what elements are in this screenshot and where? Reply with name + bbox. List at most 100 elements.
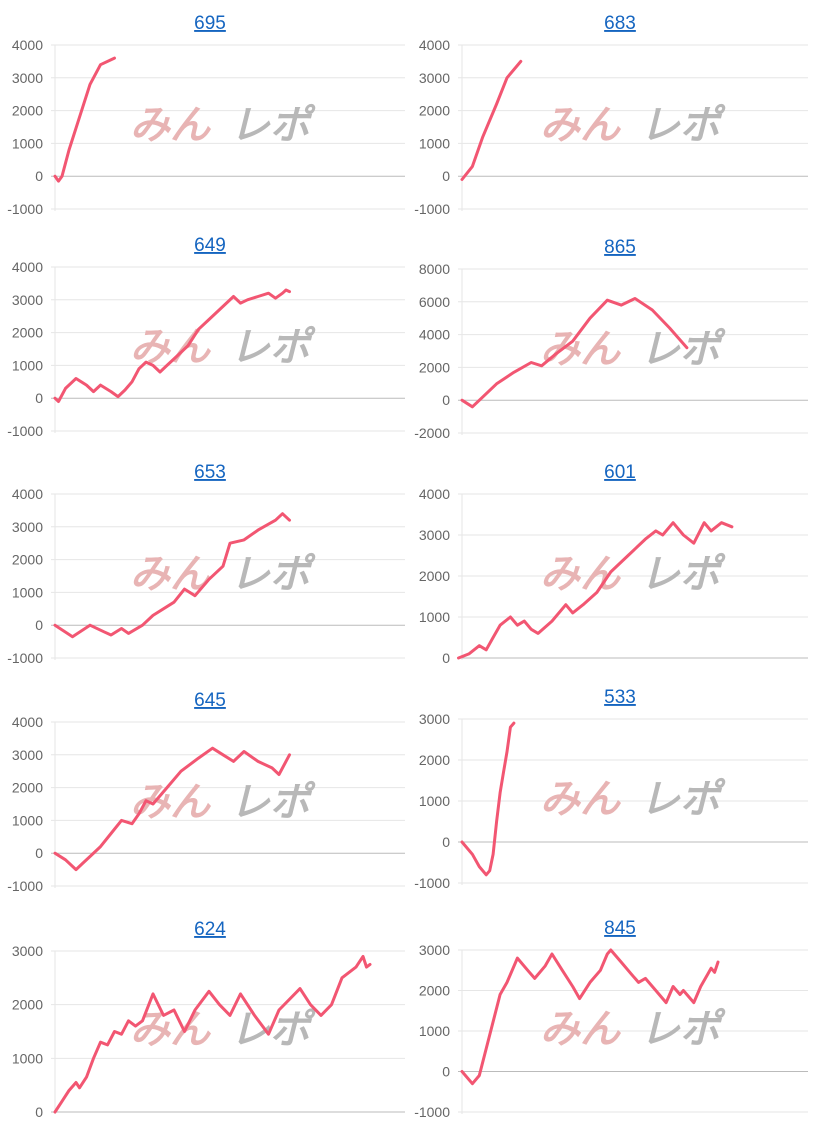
y-tick-label: -1000: [7, 201, 43, 217]
chart-695: 695 4000 3000 2000 1000 0 -1000 みん レポ: [7, 13, 405, 217]
chart-683: 683 4000 3000 2000 1000 0 -1000 みん レポ: [414, 13, 808, 217]
y-tick-label: -2000: [414, 425, 450, 441]
y-tick-label: 2000: [12, 552, 43, 568]
watermark-logo: レポ: [230, 552, 316, 596]
watermark-logo: みん: [130, 1008, 212, 1052]
watermark-logo: レポ: [230, 325, 316, 369]
watermark-logo: みん: [540, 1007, 622, 1051]
y-tick-label: 3000: [12, 747, 43, 763]
y-tick-label: 2000: [419, 983, 450, 999]
y-tick-label: 8000: [419, 261, 450, 277]
chart-title-link[interactable]: 601: [604, 462, 636, 483]
chart-title-link[interactable]: 624: [194, 919, 226, 940]
y-tick-label: 1000: [419, 793, 450, 809]
chart-title-link[interactable]: 653: [194, 462, 226, 483]
y-tick-label: 2000: [419, 103, 450, 119]
y-tick-label: 1000: [419, 135, 450, 151]
watermark-logo: みん: [130, 103, 212, 147]
y-tick-label: 3000: [419, 942, 450, 958]
watermark-logo: レポ: [640, 552, 726, 596]
y-tick-label: 4000: [12, 259, 43, 275]
y-tick-label: 3000: [12, 943, 43, 959]
y-tick-label: 3000: [12, 292, 43, 308]
series-line: [460, 721, 516, 877]
chart-645: 645 4000 3000 2000 1000 0 -1000 みん レポ: [7, 690, 405, 894]
series-line: [460, 297, 689, 409]
y-tick-label: 3000: [419, 527, 450, 543]
y-tick-label: 0: [35, 168, 43, 184]
chart-624: 624 3000 2000 1000 0 みん レポ: [12, 919, 405, 1120]
series-line: [53, 746, 291, 872]
y-tick-label: -1000: [7, 878, 43, 894]
y-tick-label: 0: [442, 168, 450, 184]
y-tick-label: 2000: [419, 359, 450, 375]
series-line: [460, 948, 720, 1086]
y-tick-label: 0: [442, 834, 450, 850]
chart-865: 865 8000 6000 4000 2000 0 -2000 みん レポ: [414, 237, 808, 441]
watermark-logo: みん: [130, 552, 212, 596]
y-tick-label: 2000: [419, 568, 450, 584]
watermark-logo: レポ: [230, 780, 316, 824]
y-tick-label: 6000: [419, 294, 450, 310]
chart-title-link[interactable]: 533: [604, 687, 636, 708]
series-line: [53, 954, 372, 1114]
y-tick-label: 2000: [12, 780, 43, 796]
chart-title-link[interactable]: 683: [604, 13, 636, 34]
y-tick-label: 1000: [419, 1023, 450, 1039]
y-tick-label: 0: [35, 1104, 43, 1120]
watermark-logo: レポ: [640, 777, 726, 821]
series-line: [53, 512, 291, 639]
y-tick-label: 0: [442, 1064, 450, 1080]
y-tick-label: 0: [442, 650, 450, 666]
chart-title-link[interactable]: 845: [604, 918, 636, 939]
y-tick-label: 3000: [12, 519, 43, 535]
y-tick-label: 1000: [12, 357, 43, 373]
watermark-logo: レポ: [230, 1008, 316, 1052]
watermark-logo: レポ: [640, 103, 726, 147]
y-tick-label: 4000: [12, 714, 43, 730]
y-tick-label: 1000: [12, 812, 43, 828]
y-tick-label: 1000: [12, 1050, 43, 1066]
chart-title-link[interactable]: 645: [194, 690, 226, 711]
y-tick-label: 4000: [419, 37, 450, 53]
y-tick-label: 0: [35, 617, 43, 633]
y-tick-label: 4000: [419, 327, 450, 343]
watermark-logo: レポ: [640, 1007, 726, 1051]
y-tick-label: 1000: [419, 609, 450, 625]
y-tick-label: 4000: [419, 486, 450, 502]
watermark-logo: レポ: [230, 103, 316, 147]
y-tick-label: 3000: [419, 70, 450, 86]
y-tick-label: 0: [442, 392, 450, 408]
y-tick-label: -1000: [414, 201, 450, 217]
watermark-logo: レポ: [640, 327, 726, 371]
chart-title-link[interactable]: 695: [194, 13, 226, 34]
watermark-logo: みん: [540, 103, 622, 147]
series-line: [53, 288, 291, 403]
y-tick-label: 1000: [12, 135, 43, 151]
watermark-logo: みん: [540, 327, 622, 371]
y-tick-label: -1000: [414, 1104, 450, 1120]
y-tick-label: 4000: [12, 486, 43, 502]
y-tick-label: 1000: [12, 584, 43, 600]
y-tick-label: 2000: [12, 325, 43, 341]
y-tick-label: 3000: [12, 70, 43, 86]
y-tick-label: 2000: [419, 752, 450, 768]
y-tick-label: -1000: [7, 423, 43, 439]
chart-title-link[interactable]: 649: [194, 235, 226, 256]
y-tick-label: 2000: [12, 997, 43, 1013]
watermark-logo: みん: [130, 780, 212, 824]
y-tick-label: -1000: [414, 875, 450, 891]
y-tick-label: -1000: [7, 650, 43, 666]
series-line: [457, 521, 734, 660]
chart-533: 533 3000 2000 1000 0 -1000 みん レポ: [414, 687, 808, 891]
y-tick-label: 2000: [12, 103, 43, 119]
y-tick-label: 3000: [419, 711, 450, 727]
chart-title-link[interactable]: 865: [604, 237, 636, 258]
y-tick-label: 4000: [12, 37, 43, 53]
chart-653: 653 4000 3000 2000 1000 0 -1000 みん レポ: [7, 462, 405, 666]
series-line: [460, 59, 523, 181]
chart-845: 845 3000 2000 1000 0 -1000 みん レポ: [414, 918, 808, 1120]
